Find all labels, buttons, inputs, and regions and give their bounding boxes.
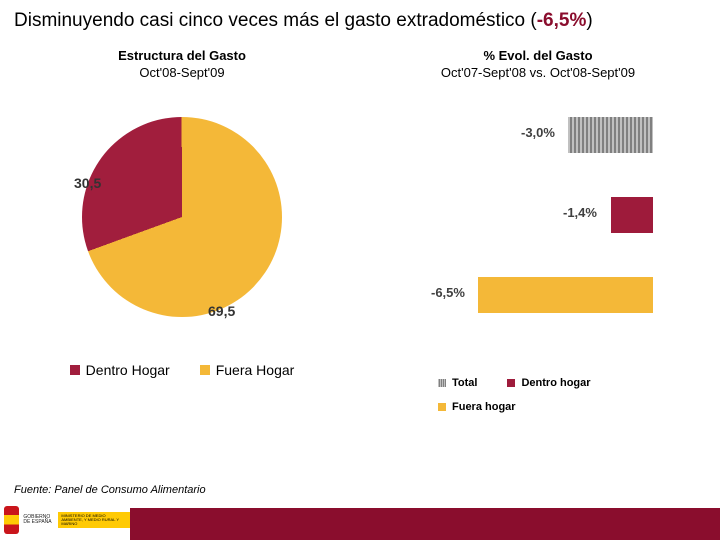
bars-title-line2: Oct'07-Sept'08 vs. Oct'08-Sept'09 bbox=[441, 65, 635, 82]
bar bbox=[478, 277, 653, 313]
pie-legend-item: Fuera Hogar bbox=[200, 362, 295, 378]
bars-column: % Evol. del Gasto Oct'07-Sept'08 vs. Oct… bbox=[370, 38, 706, 413]
bars-legend-item: Fuera hogar bbox=[438, 401, 516, 413]
legend-swatch-icon bbox=[200, 365, 210, 375]
legend-label: Fuera hogar bbox=[452, 401, 516, 413]
pie-graphic bbox=[82, 117, 282, 317]
legend-swatch-icon bbox=[507, 379, 515, 387]
bars-legend-item: Dentro hogar bbox=[507, 377, 590, 389]
coat-of-arms-icon bbox=[4, 506, 19, 534]
footer-logo: GOBIERNO DE ESPAÑA MINISTERIO DE MEDIO A… bbox=[0, 500, 130, 540]
pie-title-line2: Oct'08-Sept'09 bbox=[118, 65, 246, 82]
bars-title: % Evol. del Gasto Oct'07-Sept'08 vs. Oct… bbox=[441, 48, 635, 82]
bar-label: -6,5% bbox=[431, 285, 465, 300]
legend-swatch-icon bbox=[70, 365, 80, 375]
title-suffix: ) bbox=[586, 10, 592, 31]
legend-swatch-icon bbox=[438, 403, 446, 411]
ministerio-text: MINISTERIO DE MEDIO AMBIENTE, Y MEDIO RU… bbox=[58, 512, 130, 529]
bars-legend-item: Total bbox=[438, 377, 477, 389]
pie-chart: 30,569,5 bbox=[62, 97, 302, 337]
title-prefix: Disminuyendo casi cinco veces más el gas… bbox=[14, 10, 537, 31]
legend-label: Fuera Hogar bbox=[216, 362, 295, 378]
title-highlight: -6,5% bbox=[537, 10, 587, 31]
source-note: Fuente: Panel de Consumo Alimentario bbox=[14, 484, 206, 496]
bars-legend: Total Dentro hogar Fuera hogar bbox=[388, 377, 688, 413]
pie-title: Estructura del Gasto Oct'08-Sept'09 bbox=[118, 48, 246, 82]
gobierno-text: GOBIERNO DE ESPAÑA bbox=[23, 515, 54, 526]
pie-legend: Dentro Hogar Fuera Hogar bbox=[70, 362, 295, 378]
legend-label: Total bbox=[452, 377, 477, 389]
legend-swatch-icon bbox=[438, 379, 446, 387]
charts-row: Estructura del Gasto Oct'08-Sept'09 30,5… bbox=[0, 38, 720, 413]
pie-legend-item: Dentro Hogar bbox=[70, 362, 170, 378]
bar bbox=[611, 197, 653, 233]
page-title: Disminuyendo casi cinco veces más el gas… bbox=[0, 0, 720, 38]
bar-chart: -3,0% -1,4% -6,5% bbox=[383, 97, 693, 347]
bar bbox=[568, 117, 653, 153]
legend-label: Dentro Hogar bbox=[86, 362, 170, 378]
bars-title-line1: % Evol. del Gasto bbox=[441, 48, 635, 65]
legend-label: Dentro hogar bbox=[521, 377, 590, 389]
bar-label: -1,4% bbox=[563, 205, 597, 220]
pie-column: Estructura del Gasto Oct'08-Sept'09 30,5… bbox=[14, 38, 350, 413]
pie-title-line1: Estructura del Gasto bbox=[118, 48, 246, 65]
bar-label: -3,0% bbox=[521, 125, 555, 140]
